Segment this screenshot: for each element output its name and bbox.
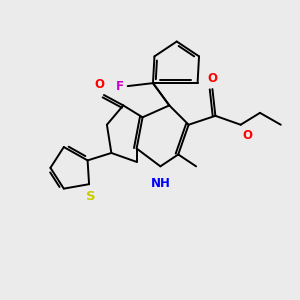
Text: F: F — [116, 80, 124, 93]
Text: O: O — [207, 72, 218, 85]
Text: O: O — [242, 129, 252, 142]
Text: S: S — [86, 190, 95, 203]
Text: NH: NH — [151, 177, 171, 190]
Text: O: O — [94, 78, 104, 91]
